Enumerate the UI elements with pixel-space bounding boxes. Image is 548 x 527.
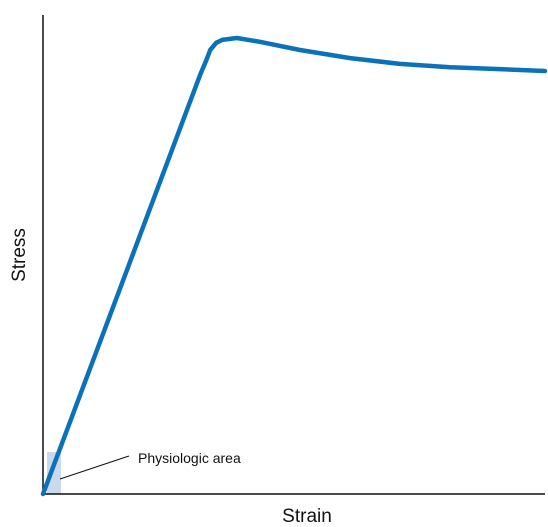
annotation: Physiologic area (138, 450, 241, 466)
annotation-leader (59, 455, 130, 480)
y-axis-label: Stress (9, 228, 30, 282)
physiologic-area (47, 452, 61, 494)
x-axis-label: Strain (282, 506, 332, 527)
curve (40, 35, 548, 497)
